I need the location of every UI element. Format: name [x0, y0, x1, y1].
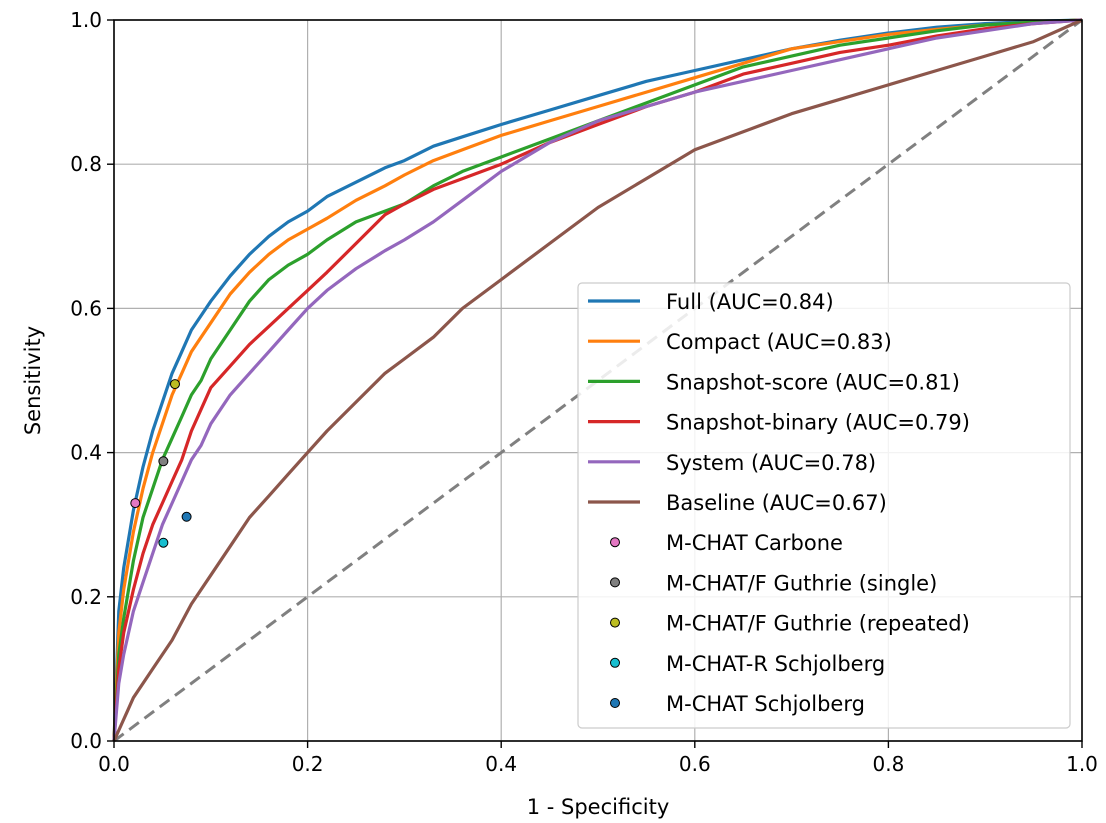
- y-tick-label: 0.8: [70, 152, 102, 176]
- legend-entry-label: M-CHAT/F Guthrie (repeated): [666, 612, 970, 636]
- x-axis-label: 1 - Specificity: [527, 795, 670, 819]
- x-axis-ticks: 0.0 0.2 0.4 0.6 0.8 1.0: [98, 741, 1098, 776]
- reference-marker-4: [181, 511, 192, 522]
- roc-curve-3: [112, 18, 1083, 742]
- reference-marker-0: [130, 498, 141, 509]
- reference-markers: [130, 379, 192, 548]
- y-axis-label: Sensitivity: [21, 326, 45, 435]
- y-tick-label: 0.0: [70, 729, 102, 753]
- roc-curves: [112, 18, 1083, 742]
- legend-entry-label: Snapshot-score (AUC=0.81): [666, 370, 960, 394]
- legend-entry-label: System (AUC=0.78): [666, 451, 876, 475]
- legend-box: [577, 282, 1071, 729]
- reference-marker-3: [158, 537, 169, 548]
- reference-diagonal-line: [113, 18, 1083, 743]
- reference-marker-2: [169, 379, 180, 390]
- legend-swatch-marker: [610, 698, 620, 708]
- legend-entry-label: M-CHAT Schjolberg: [666, 692, 865, 716]
- x-tick-label: 0.0: [98, 752, 130, 776]
- x-tick-label: 0.2: [292, 752, 324, 776]
- legend-swatch-marker: [610, 617, 620, 628]
- x-tick-label: 0.8: [872, 752, 904, 776]
- y-tick-label: 0.6: [70, 296, 102, 320]
- legend-swatch-marker: [610, 577, 620, 588]
- legend-entry-label: Full (AUC=0.84): [666, 290, 834, 314]
- y-tick-label: 1.0: [70, 8, 102, 32]
- x-tick-label: 0.6: [679, 752, 711, 776]
- roc-curve-5: [112, 18, 1083, 742]
- legend-entry-label: Baseline (AUC=0.67): [666, 491, 887, 515]
- roc-curve-4: [112, 18, 1083, 742]
- legend: Full (AUC=0.84) Compact (AUC=0.83) Snapsho…: [577, 282, 1071, 729]
- legend-entry-label: M-CHAT Carbone: [666, 531, 843, 555]
- y-axis-ticks: 0.0 0.2 0.4 0.6 0.8 1.0: [70, 8, 114, 753]
- plot-frame: [113, 19, 1083, 742]
- y-tick-label: 0.4: [70, 441, 102, 465]
- y-tick-label: 0.2: [70, 585, 102, 609]
- legend-entry-label: M-CHAT/F Guthrie (single): [666, 571, 937, 595]
- legend-entry-label: Snapshot-binary (AUC=0.79): [666, 411, 970, 435]
- x-tick-label: 0.4: [485, 752, 517, 776]
- legend-entry-label: Compact (AUC=0.83): [666, 330, 892, 354]
- x-tick-label: 1.0: [1066, 752, 1098, 776]
- legend-swatch-marker: [610, 657, 620, 668]
- legend-swatch-marker: [610, 537, 620, 548]
- roc-curve-1: [112, 18, 1083, 742]
- legend-entry-label: M-CHAT-R Schjolberg: [666, 652, 885, 676]
- reference-marker-1: [158, 456, 169, 467]
